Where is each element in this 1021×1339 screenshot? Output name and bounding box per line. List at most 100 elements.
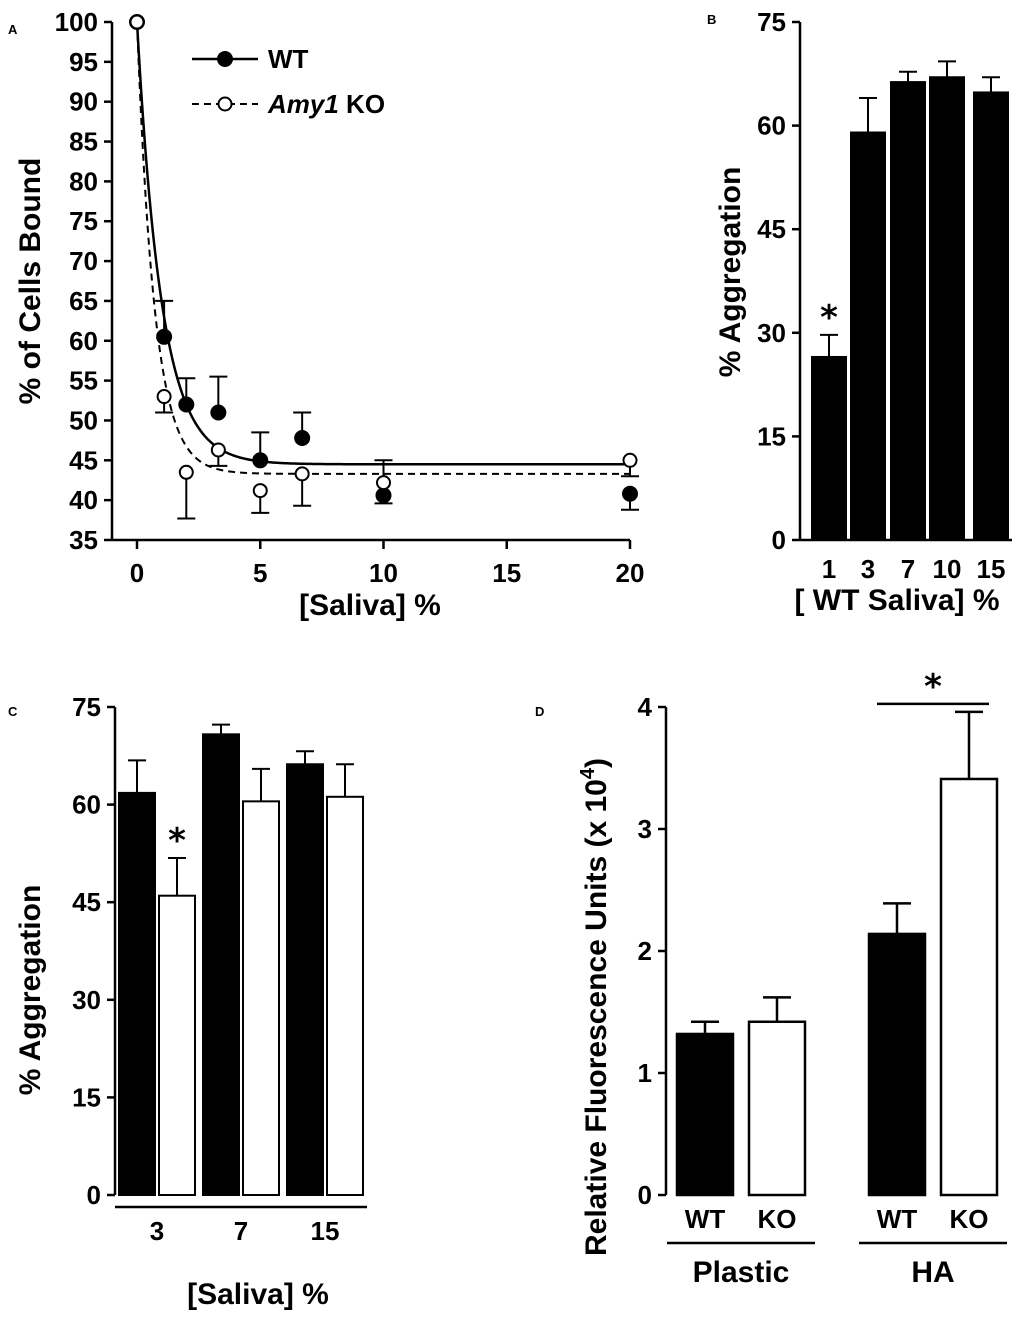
panel-d-y-title-main: Relative Fluorescence Units (x 10 — [580, 779, 613, 1256]
point-ko — [178, 464, 194, 480]
panel-c: C 0 15 30 45 60 75 * 3 7 15 [Saliva] % % Aggreg… — [8, 692, 367, 1311]
bar-ko — [939, 777, 999, 1197]
panel-a-legend: WT Amy1 KO — [192, 44, 385, 119]
legend-ko-rest: KO — [339, 89, 385, 119]
point-wt — [156, 328, 173, 345]
panel-a-x-axis-title: [Saliva] % — [299, 589, 441, 622]
y-tick-label: 45 — [72, 887, 101, 917]
panel-d-y-title-sup: 4 — [577, 767, 599, 779]
bar-wt — [675, 1032, 735, 1197]
y-tick-label: 2 — [638, 936, 652, 966]
panel-a-letter: A — [8, 22, 18, 37]
x-tick-label: 0 — [130, 558, 144, 588]
bar-ko — [242, 800, 280, 1196]
point-wt — [178, 396, 195, 413]
y-tick-label: 75 — [72, 692, 101, 722]
bar — [929, 76, 965, 542]
y-tick-label: 45 — [757, 214, 786, 244]
panel-b-letter: B — [707, 12, 716, 27]
legend-ko-italic: Amy1 — [267, 89, 339, 119]
y-tick-label: 50 — [69, 405, 98, 435]
point-wt — [294, 429, 311, 446]
point-ko — [156, 389, 172, 405]
panel-a-y-axis-title: % of Cells Bound — [14, 158, 47, 405]
x-tick-label: 5 — [253, 558, 267, 588]
bar — [973, 91, 1009, 541]
significance-star: * — [168, 821, 186, 861]
category-label: 3 — [150, 1216, 164, 1246]
y-tick-label: 60 — [757, 111, 786, 141]
y-tick-label: 0 — [772, 525, 786, 555]
point-wt — [210, 404, 227, 421]
point-ko — [622, 452, 638, 468]
y-tick-label: 60 — [69, 326, 98, 356]
bar — [811, 355, 847, 541]
point-wt — [252, 452, 269, 469]
bar-wt — [118, 791, 156, 1196]
y-tick-label: 3 — [638, 814, 652, 844]
panel-c-bars: * — [118, 723, 364, 1197]
fit-curve-ko — [136, 21, 630, 475]
y-tick-label: 55 — [69, 366, 98, 396]
y-tick-label: 15 — [757, 421, 786, 451]
legend-wt-label: WT — [268, 44, 309, 74]
significance-star: * — [820, 298, 838, 338]
bar-ko — [747, 1020, 807, 1197]
y-tick-label: 30 — [757, 318, 786, 348]
y-tick-label: 4 — [638, 692, 653, 722]
bar-label: KO — [950, 1204, 989, 1234]
panel-c-y-axis-title: % Aggregation — [14, 885, 47, 1096]
panel-d: D 0 1 2 3 4 WT KO Plastic WT KO HA * Relative Flu… — [535, 667, 1007, 1289]
x-tick-label: 15 — [492, 558, 521, 588]
y-tick-label: 80 — [69, 166, 98, 196]
legend-ko-label: Amy1 KO — [267, 89, 385, 119]
panel-c-category-groups: 3 7 15 — [115, 1205, 367, 1246]
panel-c-letter: C — [8, 704, 18, 719]
panel-d-letter: D — [535, 704, 544, 719]
bar-label: WT — [685, 1204, 726, 1234]
x-tick-label: 20 — [616, 558, 645, 588]
legend-ko-marker — [217, 96, 233, 112]
panel-a: A 35 40 45 50 55 60 65 70 75 80 85 90 95 100 0 5 10 15 20… — [8, 7, 644, 622]
point-ko — [294, 466, 310, 482]
panel-d-y-ticks: 0 1 2 3 4 — [638, 692, 666, 1210]
y-tick-label: 1 — [638, 1058, 652, 1088]
y-tick-label: 30 — [72, 985, 101, 1015]
panel-c-x-axis-title: [Saliva] % — [187, 1278, 329, 1311]
y-tick-label: 90 — [69, 87, 98, 117]
category-label: 7 — [234, 1216, 248, 1246]
bar-wt — [202, 733, 240, 1196]
legend-wt-rest: WT — [268, 44, 309, 74]
point-ko — [129, 14, 145, 30]
y-tick-label: 60 — [72, 790, 101, 820]
y-tick-label: 45 — [69, 445, 98, 475]
panel-b-x-axis-title: [ WT Saliva] % — [794, 584, 999, 617]
y-tick-label: 0 — [87, 1180, 101, 1210]
significance-star: * — [924, 667, 942, 707]
bar-wt — [867, 932, 927, 1197]
panel-a-x-ticks: 0 5 10 15 20 — [130, 540, 645, 588]
panel-d-bars — [675, 710, 999, 1197]
x-tick-label: 15 — [977, 554, 1006, 584]
bar-label: WT — [877, 1204, 918, 1234]
point-ko — [252, 483, 268, 499]
panel-b-bars: 1 * 3 7 10 15 — [811, 60, 1009, 584]
panel-b-y-ticks: 0 15 30 45 60 75 — [757, 7, 800, 555]
y-tick-label: 75 — [757, 7, 786, 37]
y-tick-label: 35 — [69, 525, 98, 555]
y-tick-label: 70 — [69, 246, 98, 276]
panel-a-y-ticks: 35 40 45 50 55 60 65 70 75 80 85 90 95 100 — [55, 7, 112, 555]
panel-d-y-axis-title: Relative Fluorescence Units (x 104) — [577, 758, 613, 1256]
bar-ko — [326, 795, 364, 1196]
point-ko — [376, 475, 391, 491]
y-tick-label: 100 — [55, 7, 98, 37]
y-tick-label: 85 — [69, 127, 98, 157]
point-wt — [622, 485, 638, 502]
panel-d-group-labels: WT KO Plastic WT KO HA — [667, 1204, 1007, 1289]
x-tick-label: 10 — [369, 558, 398, 588]
y-tick-label: 95 — [69, 47, 98, 77]
panel-a-error-bars — [155, 299, 639, 520]
x-tick-label: 7 — [901, 554, 915, 584]
panel-d-y-title-close: ) — [580, 758, 613, 768]
x-tick-label: 1 — [822, 554, 836, 584]
